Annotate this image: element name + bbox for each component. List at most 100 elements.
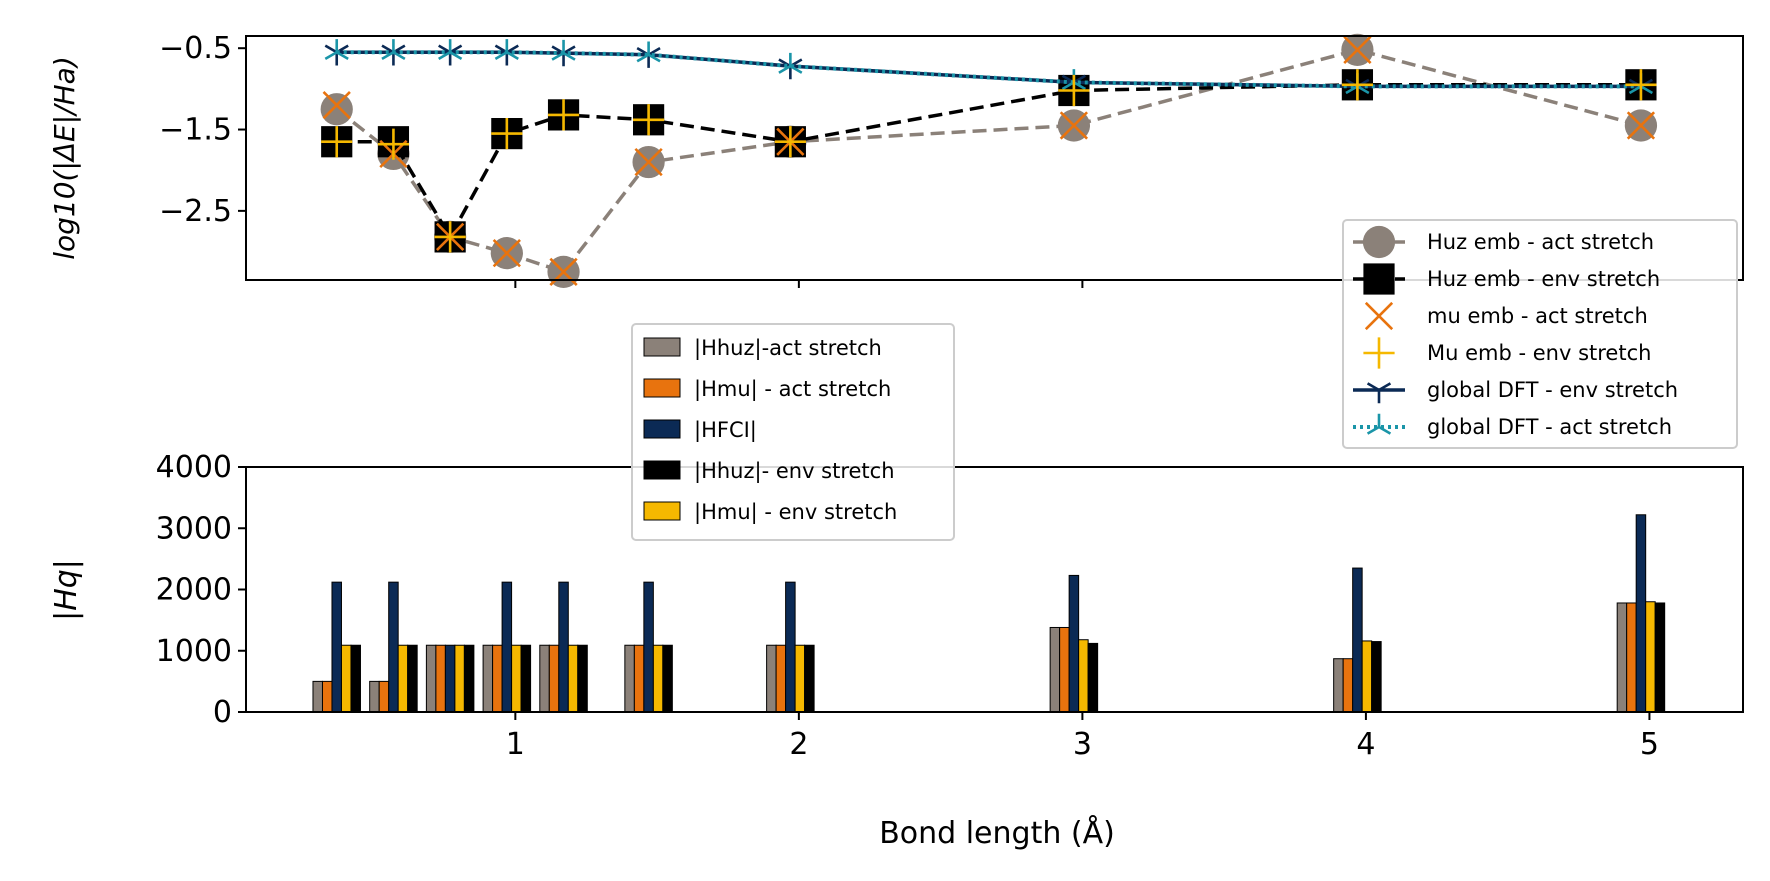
top-point <box>321 126 353 158</box>
bar <box>624 644 635 713</box>
x-tick-label-5: 5 <box>1640 727 1659 762</box>
line-legend-entry: Mu emb - env stretch <box>1363 337 1651 369</box>
bar <box>1352 567 1363 713</box>
bottom-y-tick-label: 3000 <box>156 511 232 546</box>
bar-legend: |Hhuz|-act stretch |Hmu| - act stretch |HF… <box>631 323 955 541</box>
bar-legend-swatch <box>643 501 681 521</box>
bottom-y-axis-label: |Hq| <box>49 559 84 621</box>
bottom-y-tick-label: 1000 <box>156 634 232 669</box>
bar <box>407 644 418 713</box>
bar <box>463 644 475 713</box>
line-legend-entry: mu emb - act stretch <box>1364 301 1648 331</box>
top-y-tick-label: −2.5 <box>159 194 232 229</box>
bar <box>1654 602 1666 713</box>
line-legend: Huz emb - act stretch Huz emb - env stret… <box>1342 219 1738 449</box>
top-series-line <box>336 83 1641 241</box>
top-series-line <box>335 48 1642 274</box>
bar <box>511 644 522 713</box>
bar <box>1068 574 1080 713</box>
bar <box>1342 658 1354 713</box>
top-point <box>1341 69 1374 101</box>
bar <box>397 644 409 713</box>
line-legend-entry: Huz emb - act stretch <box>1353 225 1654 259</box>
bar <box>435 644 446 713</box>
bar-legend-label: |Hmu| - act stretch <box>694 377 891 402</box>
bar <box>785 581 796 713</box>
line-legend-label: Huz emb - act stretch <box>1427 230 1654 254</box>
top-point <box>774 126 806 158</box>
bar <box>1333 658 1344 713</box>
top-point <box>324 39 349 60</box>
bar <box>1078 639 1089 713</box>
bar-legend-label: |Hhuz|- env stretch <box>694 459 895 484</box>
top-y-tick-label: −0.5 <box>159 31 232 66</box>
top-point <box>1625 69 1657 101</box>
top-series-line <box>336 50 1641 89</box>
bar <box>1087 642 1099 713</box>
line-legend-label: global DFT - env stretch <box>1427 378 1678 402</box>
line-legend-entry: Huz emb - env stretch <box>1353 263 1660 295</box>
bar <box>312 680 323 713</box>
top-chart: −0.5 −1.5 −2.5 log10(|ΔE|/Ha) <box>48 31 1744 288</box>
top-point <box>633 104 665 136</box>
line-legend-marker <box>1362 225 1396 259</box>
bar <box>577 644 588 713</box>
top-point <box>491 118 523 150</box>
x-tick-label-3: 3 <box>1073 727 1092 762</box>
top-y-axis-label: log10(|ΔE|/Ha) <box>48 56 81 260</box>
bar <box>567 644 579 713</box>
line-legend-label: Mu emb - env stretch <box>1427 341 1651 365</box>
bar <box>1635 514 1647 713</box>
x-tick-label-4: 4 <box>1356 727 1375 762</box>
bar <box>633 644 645 713</box>
top-point <box>551 39 576 61</box>
bar <box>775 644 787 713</box>
top-point <box>1058 74 1090 107</box>
top-point <box>381 39 406 60</box>
x-tick-label-1: 1 <box>506 727 525 762</box>
top-y-ticks: −0.5 −1.5 −2.5 <box>159 31 246 229</box>
top-point <box>634 147 663 177</box>
line-legend-label: Huz emb - env stretch <box>1427 267 1660 291</box>
bar <box>425 644 437 713</box>
bottom-y-tick-label: 2000 <box>156 573 232 608</box>
bar <box>369 680 380 713</box>
bar-legend-box <box>631 323 955 541</box>
top-point <box>778 52 803 74</box>
bar <box>1049 626 1061 713</box>
top-point <box>1343 35 1372 64</box>
line-legend-marker <box>1363 263 1395 295</box>
bar <box>794 644 806 713</box>
top-point <box>1059 111 1089 140</box>
top-point <box>438 44 463 66</box>
line-legend-label: mu emb - act stretch <box>1427 304 1648 328</box>
line-legend-box <box>1342 219 1738 449</box>
bar <box>340 644 352 713</box>
bar-legend-swatch <box>643 419 681 439</box>
top-point <box>494 39 519 60</box>
bottom-y-tick-label: 0 <box>213 695 232 730</box>
line-legend-marker <box>1363 337 1395 369</box>
bar <box>548 644 560 713</box>
bar-legend-label: |HFCI| <box>694 418 757 443</box>
bar <box>444 644 456 713</box>
top-point <box>1626 111 1656 140</box>
bottom-y-ticks: 0 1000 2000 3000 4000 <box>156 450 246 730</box>
bar <box>331 581 342 713</box>
bar <box>1361 640 1373 713</box>
top-point <box>377 128 410 160</box>
bar <box>482 644 494 713</box>
bar <box>1616 602 1628 713</box>
line-legend-entry: global DFT - env stretch <box>1353 378 1678 404</box>
top-point <box>320 93 353 126</box>
bar-legend-swatch <box>643 460 681 480</box>
bar <box>1645 601 1656 713</box>
bar <box>350 644 361 713</box>
bar-legend-label: |Hmu| - env stretch <box>694 500 897 525</box>
bar <box>1626 602 1637 713</box>
top-point <box>322 91 351 120</box>
bar <box>652 644 664 713</box>
line-legend-marker <box>1364 301 1394 331</box>
top-point <box>547 99 580 131</box>
